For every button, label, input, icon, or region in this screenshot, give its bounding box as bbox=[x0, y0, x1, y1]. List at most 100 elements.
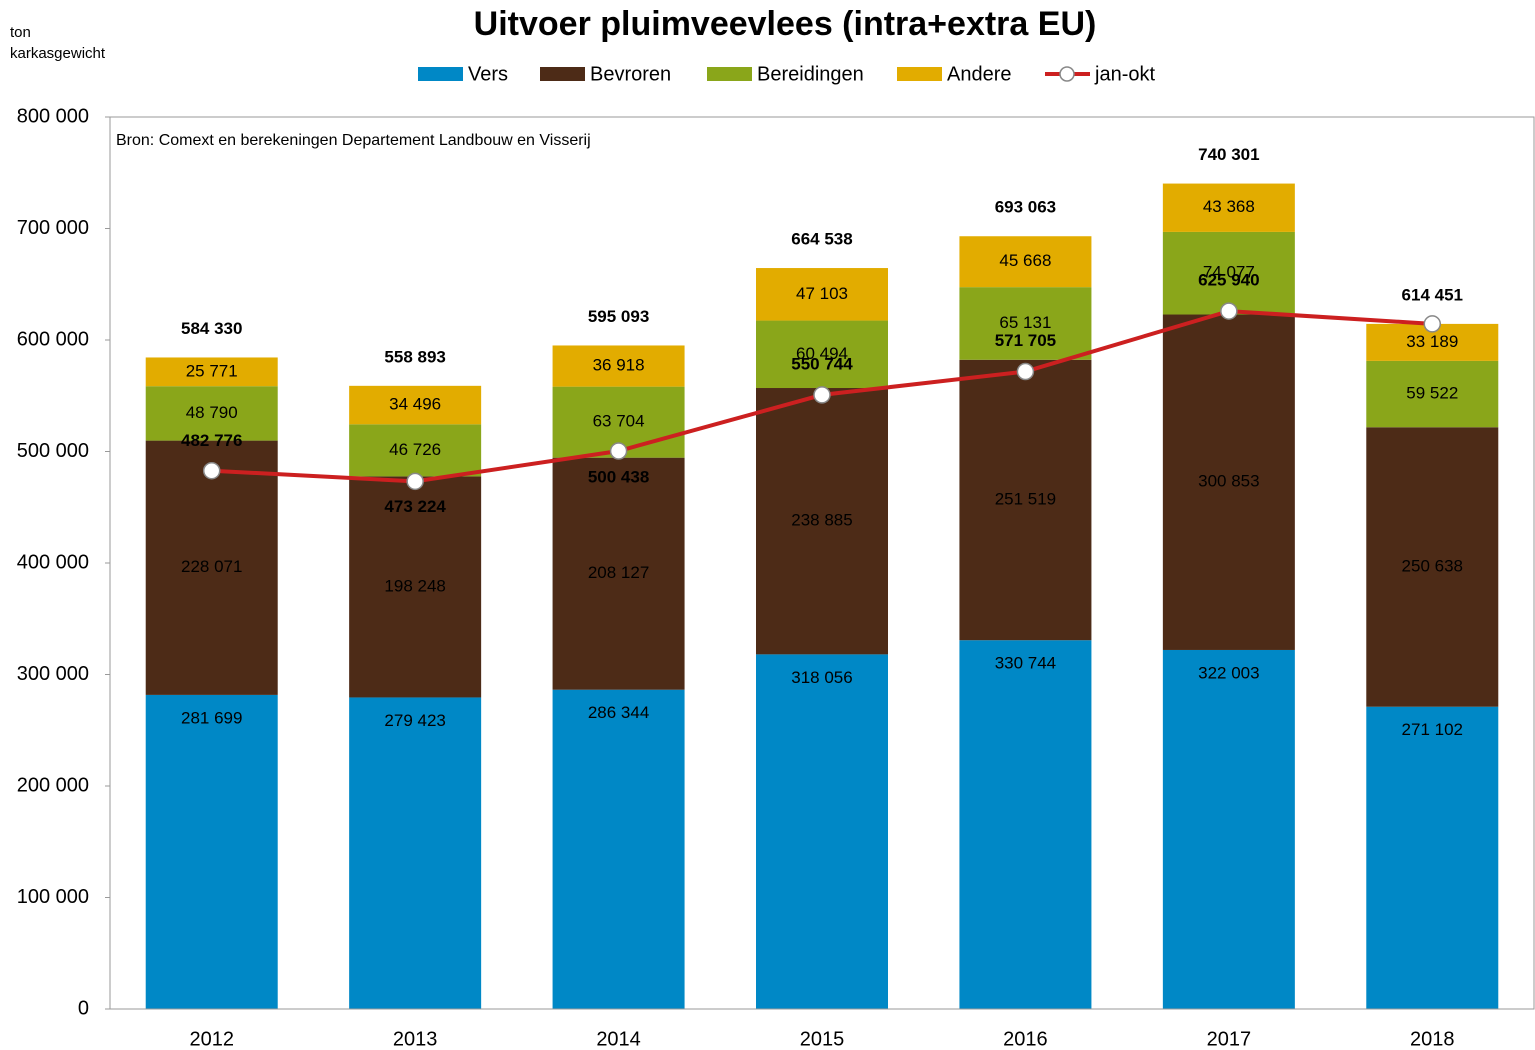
bar-value-label: 198 248 bbox=[384, 576, 445, 595]
bar-value-label: 47 103 bbox=[796, 284, 848, 303]
bar-value-label: 251 519 bbox=[995, 489, 1056, 508]
total-label: 595 093 bbox=[588, 307, 649, 326]
bar-segment bbox=[1162, 649, 1295, 1009]
bar-value-label: 65 131 bbox=[999, 313, 1051, 332]
bar-segment bbox=[552, 345, 685, 387]
bar-segment bbox=[756, 654, 888, 1009]
bar-segment bbox=[349, 697, 482, 1009]
legend-label: jan-okt bbox=[1094, 63, 1155, 85]
bar-value-label: 34 496 bbox=[389, 395, 441, 414]
y-axis-label: karkasgewicht bbox=[10, 45, 106, 62]
bar-value-label: 63 704 bbox=[593, 412, 645, 431]
bar-segment bbox=[349, 476, 482, 698]
y-tick-label: 0 bbox=[78, 997, 89, 1019]
total-label: 693 063 bbox=[995, 198, 1056, 217]
bar-value-label: 46 726 bbox=[389, 440, 441, 459]
line-value-label: 500 438 bbox=[588, 467, 649, 486]
bar-value-label: 48 790 bbox=[186, 403, 238, 422]
bar-segment bbox=[756, 320, 888, 389]
bar-segment bbox=[1162, 183, 1295, 232]
chart-title: Uitvoer pluimveevlees (intra+extra EU) bbox=[474, 5, 1097, 43]
line-value-label: 550 744 bbox=[791, 354, 853, 373]
bar-value-label: 45 668 bbox=[999, 251, 1051, 270]
bar-value-label: 59 522 bbox=[1406, 384, 1458, 403]
bar-value-label: 36 918 bbox=[593, 356, 645, 375]
bar-segment bbox=[552, 689, 685, 1009]
bar-segment bbox=[145, 357, 278, 387]
bar-value-label: 228 071 bbox=[181, 557, 242, 576]
legend-swatch bbox=[897, 67, 942, 81]
y-tick-label: 200 000 bbox=[17, 774, 89, 796]
bar-value-label: 300 853 bbox=[1198, 472, 1259, 491]
legend-label: Bereidingen bbox=[757, 63, 864, 85]
y-tick-label: 600 000 bbox=[17, 328, 89, 350]
bar-value-label: 271 102 bbox=[1402, 720, 1463, 739]
bar-segment bbox=[1162, 231, 1295, 315]
legend-swatch bbox=[540, 67, 585, 81]
line-marker bbox=[1016, 362, 1035, 381]
bar-segment bbox=[959, 287, 1092, 360]
bar-value-label: 322 003 bbox=[1198, 663, 1259, 682]
y-tick-label: 100 000 bbox=[17, 886, 89, 908]
bar-value-label: 208 127 bbox=[588, 563, 649, 582]
bar-segment bbox=[349, 385, 482, 425]
bar-segment bbox=[959, 359, 1092, 641]
bar-segment bbox=[756, 388, 888, 655]
bar-value-label: 60 494 bbox=[796, 344, 848, 363]
line-marker bbox=[202, 461, 221, 480]
legend-swatch bbox=[707, 67, 752, 81]
y-tick-label: 800 000 bbox=[17, 105, 89, 127]
legend-label: Andere bbox=[947, 63, 1012, 85]
bar-segment bbox=[1162, 314, 1295, 650]
bar-value-label: 25 771 bbox=[186, 361, 238, 380]
bar-value-label: 238 885 bbox=[791, 511, 852, 530]
bar-value-label: 281 699 bbox=[181, 708, 242, 727]
y-tick-label: 400 000 bbox=[17, 551, 89, 573]
bar-segment bbox=[1366, 427, 1499, 707]
y-axis-label: ton bbox=[10, 24, 31, 41]
y-tick-label: 500 000 bbox=[17, 440, 89, 462]
bar-value-label: 286 344 bbox=[588, 703, 649, 722]
total-label: 584 330 bbox=[181, 319, 242, 338]
bar-segment bbox=[1366, 706, 1499, 1009]
line-marker bbox=[1220, 302, 1238, 320]
x-tick-label: 2017 bbox=[1207, 1028, 1252, 1050]
x-tick-label: 2015 bbox=[800, 1028, 845, 1050]
y-tick-label: 300 000 bbox=[17, 663, 89, 685]
line-value-label: 625 940 bbox=[1198, 271, 1259, 290]
line-marker bbox=[1423, 315, 1442, 333]
total-label: 664 538 bbox=[791, 230, 852, 249]
bar-value-label: 318 056 bbox=[791, 668, 852, 687]
bar-segment bbox=[756, 268, 888, 321]
line-value-label: 571 705 bbox=[995, 331, 1056, 350]
line-value-label: 473 224 bbox=[384, 497, 446, 516]
x-tick-label: 2018 bbox=[1410, 1028, 1455, 1050]
bar-value-label: 330 744 bbox=[995, 654, 1056, 673]
x-tick-label: 2012 bbox=[189, 1028, 234, 1050]
bar-value-label: 74 077 bbox=[1203, 263, 1255, 282]
bar-value-label: 279 423 bbox=[384, 711, 445, 730]
x-tick-label: 2014 bbox=[596, 1028, 641, 1050]
line-marker bbox=[813, 386, 831, 404]
bar-segment bbox=[145, 440, 278, 695]
bar-segment bbox=[959, 236, 1092, 288]
bar-segment bbox=[349, 424, 482, 477]
bar-segment bbox=[552, 457, 685, 690]
total-label: 558 893 bbox=[384, 347, 445, 366]
line-marker bbox=[406, 472, 424, 491]
legend-label: Bevroren bbox=[590, 63, 671, 85]
line-marker bbox=[609, 442, 628, 460]
x-tick-label: 2013 bbox=[393, 1028, 438, 1050]
bar-value-label: 33 189 bbox=[1406, 332, 1458, 351]
total-label: 614 451 bbox=[1402, 285, 1463, 304]
legend-swatch bbox=[418, 67, 463, 81]
bar-value-label: 250 638 bbox=[1402, 556, 1463, 575]
bar-value-label: 43 368 bbox=[1203, 197, 1255, 216]
legend-marker bbox=[1059, 66, 1075, 82]
y-tick-label: 700 000 bbox=[17, 217, 89, 239]
bar-segment bbox=[1366, 360, 1499, 428]
line-value-label: 482 776 bbox=[181, 431, 242, 450]
bar-segment bbox=[145, 694, 278, 1009]
